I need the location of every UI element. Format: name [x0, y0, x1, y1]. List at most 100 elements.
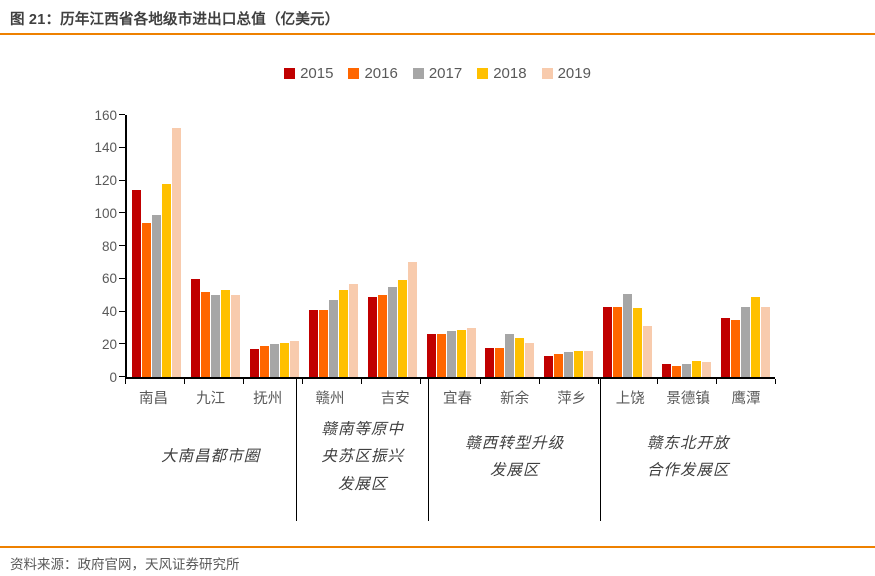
x-tick-mark [243, 379, 245, 384]
region-label: 大南昌都市圈 [161, 447, 261, 466]
bar-2019 [348, 283, 358, 377]
bar-2016 [495, 347, 505, 377]
bar-2017 [682, 363, 692, 377]
city-label-抚州: 抚州 [253, 391, 283, 407]
x-tick-mark [302, 379, 304, 384]
bar-cluster [186, 115, 245, 377]
legend-swatch-icon [412, 68, 424, 79]
y-tick-label-120: 120 [94, 172, 117, 188]
source-divider-rule [0, 546, 875, 548]
source-attribution: 资料来源：政府官网，天风证券研究所 [10, 557, 240, 572]
y-tick-label-160: 160 [94, 107, 117, 123]
plot-group-4 [598, 115, 775, 377]
bar-2015 [190, 278, 200, 377]
y-tick-label-100: 100 [94, 205, 117, 221]
bar-2017 [741, 306, 751, 377]
bar-2015 [131, 190, 141, 377]
bar-2018 [220, 290, 230, 377]
city-label-吉安: 吉安 [380, 391, 410, 407]
legend-label: 2015 [300, 65, 334, 82]
city-labels-row: 上饶 景德镇 鹰潭 [601, 379, 775, 409]
legend-item-2016: 2016 [348, 65, 398, 82]
plot-group-2 [304, 115, 422, 377]
bar-2015 [485, 347, 495, 377]
x-tick-mark [125, 379, 126, 384]
bar-cluster [598, 115, 657, 377]
x-tick-mark [597, 379, 599, 384]
city-label-赣州: 赣州 [315, 391, 345, 407]
plot-group-1 [127, 115, 304, 377]
legend-swatch-icon [477, 68, 489, 79]
chart-legend: 2015 2016 2017 2018 2019 [0, 65, 875, 82]
region-group-1: 南昌 九江 抚州大南昌都市圈 [125, 379, 298, 521]
city-label-景德镇: 景德镇 [666, 391, 710, 407]
bar-2017 [446, 331, 456, 377]
city-label-南昌: 南昌 [139, 391, 169, 407]
bar-2018 [633, 308, 643, 377]
y-tick-mark [119, 310, 125, 312]
bar-2019 [289, 340, 299, 377]
y-tick-mark [119, 376, 125, 377]
bar-2016 [141, 223, 151, 377]
region-group-2: 赣州 吉安赣南等原中 央苏区振兴 发展区 [297, 379, 429, 521]
x-tick-mark [361, 379, 363, 384]
y-tick-mark [119, 245, 125, 246]
y-tick-label-40: 40 [101, 303, 117, 319]
city-label-鹰潭: 鹰潭 [731, 391, 761, 407]
region-label: 赣南等原中 央苏区振兴 发展区 [321, 420, 404, 493]
y-tick-mark [119, 212, 125, 214]
bar-2015 [603, 306, 613, 377]
x-tick-mark [184, 379, 186, 384]
legend-item-2015: 2015 [284, 65, 333, 82]
bar-2019 [407, 262, 417, 377]
legend-item-2018: 2018 [477, 65, 527, 82]
y-tick-mark [119, 343, 125, 345]
city-label-上饶: 上饶 [615, 391, 645, 407]
x-axis-label-area: 南昌 九江 抚州大南昌都市圈 赣州 吉安赣南等原中 央苏区振兴 发展区 宜春 新余 萍乡赣西转… [125, 379, 775, 521]
bar-2018 [515, 337, 525, 377]
bar-2017 [269, 344, 279, 377]
legend-label: 2019 [557, 65, 591, 82]
region-label: 赣西转型升级 发展区 [465, 433, 565, 479]
bar-cluster [363, 115, 422, 377]
bar-2016 [377, 295, 387, 377]
bar-2019 [584, 350, 594, 377]
bar-2015 [721, 318, 731, 377]
x-tick-mark [715, 379, 717, 384]
bar-2019 [643, 326, 653, 377]
bar-2015 [426, 334, 436, 377]
bar-cluster [657, 115, 716, 377]
city-labels-row: 南昌 九江 抚州 [125, 379, 296, 409]
bar-2017 [328, 300, 338, 377]
y-tick-label-60: 60 [101, 271, 117, 286]
city-label-萍乡: 萍乡 [557, 391, 587, 407]
bar-chart-plot-area [125, 115, 775, 379]
y-tick-mark [119, 277, 125, 279]
y-tick-mark [119, 179, 125, 181]
bar-2018 [397, 280, 407, 377]
bar-2017 [387, 286, 397, 377]
y-tick-label-20: 20 [101, 336, 117, 352]
bar-2015 [308, 309, 318, 377]
bar-2017 [210, 295, 220, 377]
bar-cluster [422, 115, 481, 377]
plot-group-3 [422, 115, 599, 377]
bar-2015 [367, 296, 377, 377]
bar-cluster [539, 115, 598, 377]
legend-swatch-icon [348, 68, 360, 79]
y-tick-mark [119, 114, 125, 115]
city-label-九江: 九江 [196, 391, 226, 407]
bar-2015 [662, 363, 672, 377]
bar-2018 [456, 329, 466, 377]
x-tick-mark [479, 379, 481, 384]
region-group-3: 宜春 新余 萍乡赣西转型升级 发展区 [429, 379, 602, 521]
city-labels-row: 赣州 吉安 [297, 379, 428, 409]
y-tick-mark [119, 146, 125, 148]
city-label-宜春: 宜春 [443, 391, 473, 407]
city-labels-row: 宜春 新余 萍乡 [429, 379, 600, 409]
x-tick-mark [538, 379, 540, 384]
bar-cluster [304, 115, 363, 377]
bar-cluster [480, 115, 539, 377]
bar-2016 [731, 319, 741, 377]
bar-2018 [751, 296, 761, 377]
